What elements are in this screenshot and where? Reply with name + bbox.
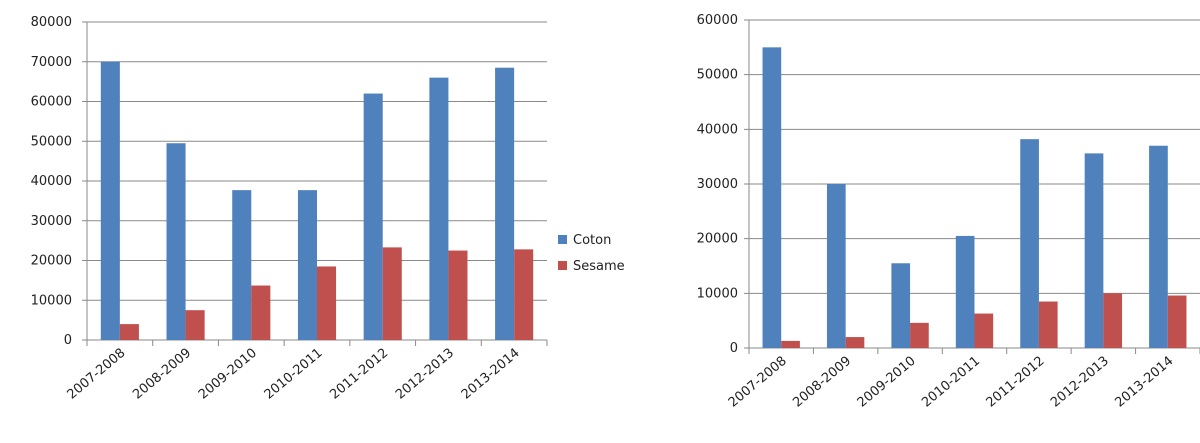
bar-sesame-2008-2009 xyxy=(845,337,865,348)
bar-coton-2011-2012 xyxy=(363,93,383,340)
legend-label-sesame: Sesame xyxy=(573,259,625,274)
bar-coton-2009-2010 xyxy=(232,190,252,340)
bar-coton-2008-2009 xyxy=(826,184,846,348)
bar-sesame-2013-2014 xyxy=(514,249,534,340)
y-tick-label: 40000 xyxy=(31,174,72,189)
y-tick-label: 30000 xyxy=(31,214,72,229)
legend-swatch-sesame xyxy=(558,261,567,270)
x-tick-label: 2012-2013 xyxy=(393,346,457,403)
legend-label-coton: Coton xyxy=(573,233,611,248)
bar-sesame-2012-2013 xyxy=(448,250,468,340)
chart-left: 0 10000 20000 30000 40000 50000 60000 70000 8000… xyxy=(31,15,548,403)
bar-coton-2010-2011 xyxy=(955,235,975,348)
x-tick-label: 2010-2011 xyxy=(262,346,326,403)
x-tick-label: 2010-2011 xyxy=(919,354,983,411)
bar-sesame-2010-2011 xyxy=(974,313,994,348)
bar-sesame-2013-2014 xyxy=(1167,295,1187,348)
x-tick-label: 2007-2008 xyxy=(726,354,790,411)
bar-sesame-2008-2009 xyxy=(185,310,205,340)
bar-sesame-2007-2008 xyxy=(119,324,139,340)
chart-right: 0 10000 20000 30000 40000 50000 60000 2007-2008… xyxy=(697,13,1200,411)
x-tick-label: 2011-2012 xyxy=(984,354,1048,411)
y-tick-label: 30000 xyxy=(697,177,738,192)
y-tick-label: 10000 xyxy=(697,286,738,301)
y-tick-label: 50000 xyxy=(31,134,72,149)
y-tick-label: 0 xyxy=(730,341,738,356)
bar-sesame-2009-2010 xyxy=(910,322,929,348)
y-tick-label: 60000 xyxy=(31,95,72,110)
bar-sesame-2011-2012 xyxy=(1038,301,1058,348)
bar-coton-2011-2012 xyxy=(1020,139,1039,348)
x-tick-label: 2011-2012 xyxy=(327,346,391,403)
bar-coton-2012-2013 xyxy=(429,77,449,341)
y-tick-label: 80000 xyxy=(31,15,72,30)
bar-coton-2008-2009 xyxy=(166,143,186,340)
bar-sesame-2012-2013 xyxy=(1103,293,1123,348)
bar-coton-2013-2014 xyxy=(1149,145,1168,348)
x-tick-label: 2009-2010 xyxy=(855,354,919,411)
y-tick-label: 20000 xyxy=(31,254,72,269)
y-tick-label: 0 xyxy=(64,333,72,348)
y-tick-label: 70000 xyxy=(31,55,72,70)
bar-sesame-2011-2012 xyxy=(382,247,402,340)
x-tick-label: 2009-2010 xyxy=(196,346,260,403)
bar-coton-2007-2008 xyxy=(100,61,120,340)
x-tick-label: 2008-2009 xyxy=(790,354,854,411)
bar-coton-2009-2010 xyxy=(891,263,911,348)
bar-coton-2010-2011 xyxy=(297,190,317,340)
x-tick-label: 2008-2009 xyxy=(130,346,194,403)
y-tick-label: 60000 xyxy=(697,13,738,28)
bar-coton-2012-2013 xyxy=(1084,153,1104,348)
y-tick-label: 40000 xyxy=(697,122,738,137)
bar-coton-2007-2008 xyxy=(762,47,782,348)
x-tick-label: 2012-2013 xyxy=(1048,354,1112,411)
y-tick-label: 10000 xyxy=(31,293,72,308)
y-tick-label: 50000 xyxy=(697,68,738,83)
legend-swatch-coton xyxy=(558,235,567,244)
bar-coton-2013-2014 xyxy=(495,67,515,341)
x-tick-label: 2007-2008 xyxy=(65,346,129,403)
x-tick-label: 2013-2014 xyxy=(459,346,523,403)
x-tick-label: 2013-2014 xyxy=(1112,354,1176,411)
bar-sesame-2007-2008 xyxy=(781,340,800,348)
y-tick-label: 20000 xyxy=(697,232,738,247)
chart-legend: Coton Sesame xyxy=(558,233,625,274)
bar-sesame-2009-2010 xyxy=(251,285,271,340)
bar-sesame-2010-2011 xyxy=(317,266,337,340)
